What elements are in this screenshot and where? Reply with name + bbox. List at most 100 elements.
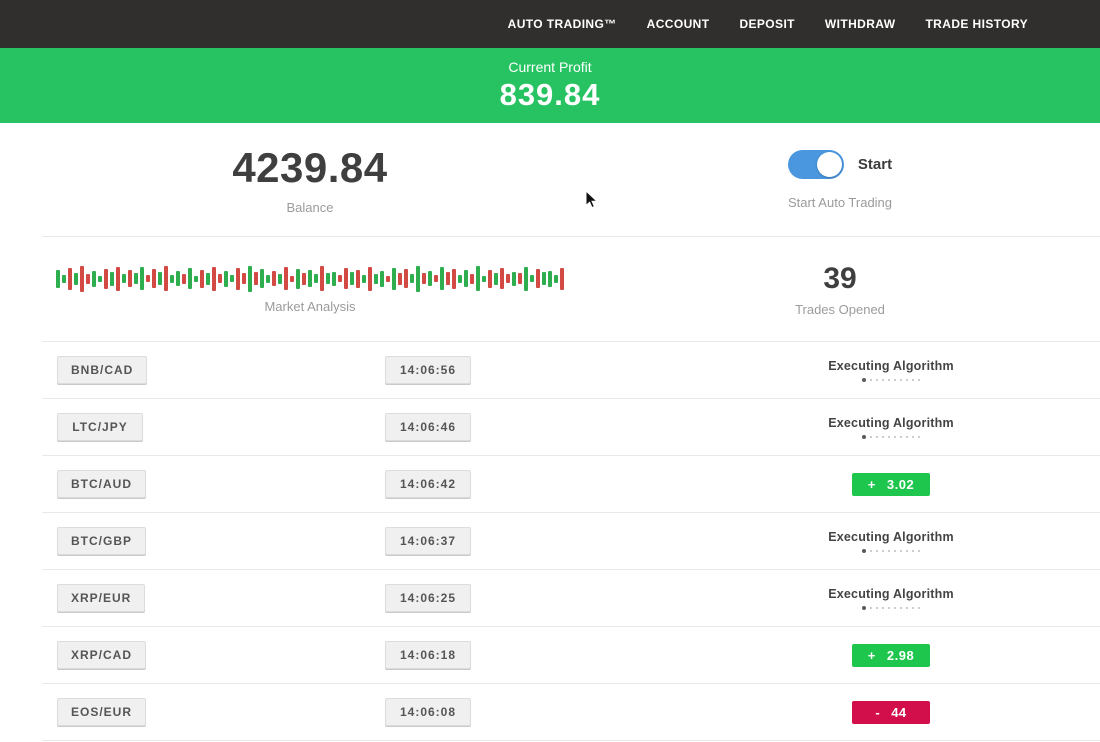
pair-chip: EOS/EUR	[57, 698, 147, 726]
table-row: LTC/JPY 14:06:46 Executing Algorithm	[42, 399, 1100, 456]
chart-bar	[74, 272, 78, 285]
chart-bar	[392, 267, 396, 290]
chart-bar	[56, 269, 60, 288]
table-row: BTC/AUD 14:06:42 +3.02	[42, 456, 1100, 513]
pair-chip: BNB/CAD	[57, 356, 148, 384]
chart-bar	[488, 269, 492, 288]
chart-bar	[98, 275, 102, 282]
time-cell: 14:06:08	[372, 698, 682, 726]
main-content: 4239.84 Balance Start Start Auto Trading…	[0, 123, 1100, 741]
chart-bar	[80, 265, 84, 292]
executing-algorithm-label: Executing Algorithm	[828, 586, 954, 601]
chart-bar	[362, 274, 366, 283]
chart-bar	[206, 272, 210, 285]
nav-item-account[interactable]: ACCOUNT	[646, 17, 710, 31]
time-cell: 14:06:37	[372, 527, 682, 555]
loading-dots	[862, 548, 920, 553]
chart-bar	[134, 273, 138, 284]
chart-bar	[242, 273, 246, 284]
toggle-caption: Start Auto Trading	[787, 194, 893, 210]
chart-bar	[386, 275, 390, 282]
chart-bar	[482, 275, 486, 282]
pair-cell: XRP/CAD	[42, 641, 372, 669]
chart-bar	[296, 268, 300, 289]
chart-bar	[536, 269, 540, 288]
balance-label: Balance	[286, 200, 334, 215]
balance-value: 4239.84	[232, 144, 388, 191]
badge-value: 3.02	[886, 476, 915, 492]
chart-bar	[254, 272, 258, 285]
nav-item-trade-history[interactable]: TRADE HISTORY	[925, 17, 1028, 31]
chart-bar	[266, 274, 270, 283]
trades-opened-count: 39	[823, 261, 857, 295]
auto-trading-toggle[interactable]	[787, 149, 844, 179]
chart-bar	[446, 272, 450, 285]
loading-dots	[862, 434, 920, 439]
auto-trading-block: Start Start Auto Trading	[620, 123, 1060, 236]
table-row: XRP/EUR 14:06:25 Executing Algorithm	[42, 570, 1100, 627]
trades-opened-block: 39 Trades Opened	[620, 237, 1060, 341]
chart-bar	[428, 271, 432, 286]
status-cell: Executing Algorithm	[682, 530, 1100, 553]
pair-cell: BTC/AUD	[42, 470, 372, 498]
chart-bar	[212, 266, 216, 291]
chart-bar	[410, 274, 414, 283]
time-chip: 14:06:25	[385, 584, 471, 612]
time-cell: 14:06:46	[372, 413, 682, 441]
chart-bar	[404, 269, 408, 288]
chart-bar	[116, 266, 120, 291]
loss-badge: -44	[852, 700, 930, 724]
time-chip: 14:06:42	[385, 470, 471, 498]
pair-cell: LTC/JPY	[42, 413, 372, 441]
chart-bar	[476, 266, 480, 291]
chart-bar	[434, 275, 438, 282]
chart-bar	[194, 275, 198, 282]
loading-dots	[862, 377, 920, 382]
nav-item-deposit[interactable]: DEPOSIT	[739, 17, 795, 31]
chart-bar	[380, 270, 384, 287]
chart-bar	[314, 274, 318, 283]
status-cell: +3.02	[682, 472, 1100, 496]
nav-item-auto-trading[interactable]: AUTO TRADING™	[507, 17, 617, 31]
chart-bar	[260, 269, 264, 288]
table-row: EOS/EUR 14:06:08 -44	[42, 684, 1100, 741]
section-divider	[42, 341, 1100, 342]
profit-badge: +2.98	[852, 643, 930, 667]
status-cell: -44	[682, 700, 1100, 724]
toggle-knob	[816, 151, 842, 177]
chart-bar	[104, 268, 108, 289]
pair-chip: XRP/CAD	[57, 641, 147, 669]
profit-label: Current Profit	[508, 58, 592, 75]
pair-chip: BTC/GBP	[57, 527, 146, 555]
chart-bar	[320, 266, 324, 291]
chart-bar	[308, 270, 312, 287]
chart-bar	[272, 271, 276, 286]
chart-bar	[548, 270, 552, 287]
time-chip: 14:06:18	[385, 641, 471, 669]
time-chip: 14:06:37	[385, 527, 471, 555]
chart-bar	[284, 267, 288, 290]
chart-bar	[554, 274, 558, 283]
badge-value: 2.98	[886, 647, 915, 663]
nav-menu: AUTO TRADING™ ACCOUNT DEPOSIT WITHDRAW TRADE…	[508, 17, 1028, 31]
time-cell: 14:06:56	[372, 356, 682, 384]
nav-item-withdraw[interactable]: WITHDRAW	[824, 17, 896, 31]
chart-bar	[164, 266, 168, 291]
chart-bar	[344, 268, 348, 289]
time-chip: 14:06:56	[385, 356, 471, 384]
badge-value: 44	[891, 704, 907, 720]
chart-bar	[542, 272, 546, 285]
chart-bar	[494, 272, 498, 285]
chart-bar	[524, 266, 528, 291]
market-analysis-label: Market Analysis	[264, 298, 356, 314]
chart-bar	[218, 274, 222, 283]
trades-list: BNB/CAD 14:06:56 Executing Algorithm LTC…	[0, 342, 1100, 741]
chart-bar	[422, 273, 426, 284]
chart-bar	[512, 271, 516, 286]
pair-cell: BTC/GBP	[42, 527, 372, 555]
chart-bar	[338, 275, 342, 282]
chart-bar	[140, 267, 144, 290]
chart-bar	[122, 274, 126, 283]
chart-bar	[62, 274, 66, 283]
badge-sign: -	[875, 704, 881, 720]
